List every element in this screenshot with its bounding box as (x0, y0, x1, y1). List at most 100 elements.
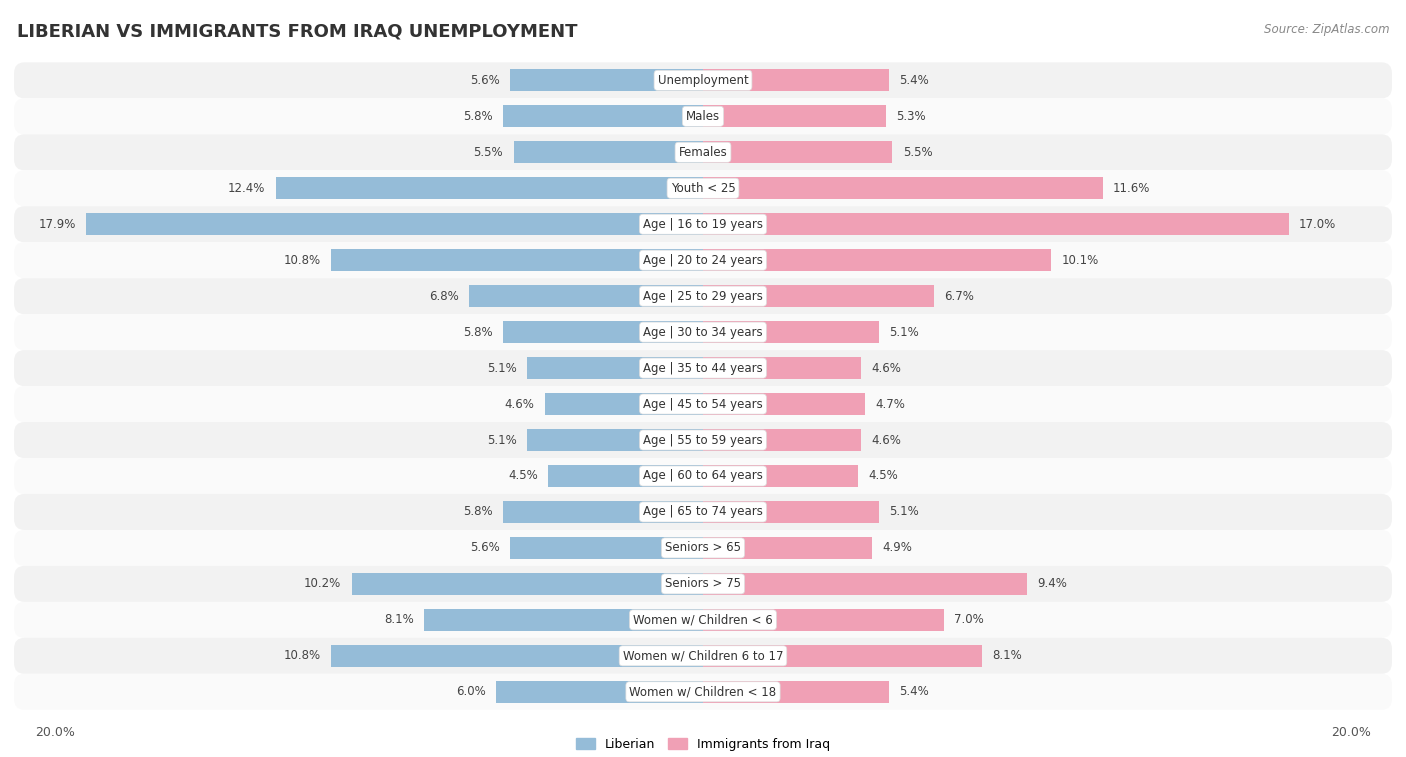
Bar (425, 609, 703, 631)
Text: Seniors > 75: Seniors > 75 (665, 578, 741, 590)
FancyBboxPatch shape (14, 170, 1392, 206)
Bar (527, 429, 703, 451)
Text: 5.1%: 5.1% (889, 326, 918, 338)
Text: Age | 20 to 24 years: Age | 20 to 24 years (643, 254, 763, 266)
FancyBboxPatch shape (14, 350, 1392, 386)
Text: 10.1%: 10.1% (1062, 254, 1098, 266)
Text: Age | 65 to 74 years: Age | 65 to 74 years (643, 506, 763, 519)
Text: Age | 16 to 19 years: Age | 16 to 19 years (643, 218, 763, 231)
Bar (703, 249, 1050, 271)
FancyBboxPatch shape (14, 566, 1392, 602)
Bar (496, 681, 703, 703)
Bar (276, 177, 703, 199)
Bar (703, 537, 872, 559)
FancyBboxPatch shape (14, 98, 1392, 134)
Text: 6.0%: 6.0% (456, 685, 486, 698)
Text: Women w/ Children 6 to 17: Women w/ Children 6 to 17 (623, 650, 783, 662)
Bar (544, 393, 703, 415)
Bar (86, 213, 703, 235)
Bar (330, 249, 703, 271)
Bar (513, 141, 703, 164)
Text: 7.0%: 7.0% (955, 613, 984, 626)
Text: Age | 60 to 64 years: Age | 60 to 64 years (643, 469, 763, 482)
Text: 10.8%: 10.8% (284, 254, 321, 266)
Text: 5.8%: 5.8% (463, 326, 494, 338)
Text: Unemployment: Unemployment (658, 74, 748, 87)
Bar (330, 645, 703, 667)
Text: 10.8%: 10.8% (284, 650, 321, 662)
Text: 20.0%: 20.0% (1331, 726, 1371, 740)
Text: 5.1%: 5.1% (889, 506, 918, 519)
Bar (468, 285, 703, 307)
Text: 5.1%: 5.1% (488, 434, 517, 447)
FancyBboxPatch shape (14, 530, 1392, 566)
Text: 4.5%: 4.5% (869, 469, 898, 482)
FancyBboxPatch shape (14, 62, 1392, 98)
FancyBboxPatch shape (14, 206, 1392, 242)
Bar (352, 573, 703, 595)
Legend: Liberian, Immigrants from Iraq: Liberian, Immigrants from Iraq (576, 738, 830, 751)
Bar (703, 681, 889, 703)
Bar (703, 321, 879, 343)
Bar (503, 501, 703, 523)
Text: 6.8%: 6.8% (429, 290, 458, 303)
Bar (703, 393, 865, 415)
Text: 5.8%: 5.8% (463, 506, 494, 519)
Bar (510, 537, 703, 559)
Bar (548, 465, 703, 488)
Text: 5.4%: 5.4% (900, 74, 929, 87)
Bar (703, 357, 862, 379)
Bar (703, 285, 934, 307)
Bar (703, 501, 879, 523)
Text: 6.7%: 6.7% (945, 290, 974, 303)
Text: LIBERIAN VS IMMIGRANTS FROM IRAQ UNEMPLOYMENT: LIBERIAN VS IMMIGRANTS FROM IRAQ UNEMPLO… (17, 23, 578, 41)
Text: Age | 35 to 44 years: Age | 35 to 44 years (643, 362, 763, 375)
Text: 4.6%: 4.6% (505, 397, 534, 410)
Bar (703, 177, 1102, 199)
Text: 20.0%: 20.0% (35, 726, 75, 740)
Text: 4.7%: 4.7% (875, 397, 905, 410)
Text: Age | 30 to 34 years: Age | 30 to 34 years (643, 326, 763, 338)
FancyBboxPatch shape (14, 602, 1392, 638)
Text: 17.0%: 17.0% (1299, 218, 1336, 231)
Text: 8.1%: 8.1% (993, 650, 1022, 662)
Bar (703, 465, 858, 488)
Text: 17.9%: 17.9% (39, 218, 76, 231)
Bar (703, 69, 889, 92)
Bar (703, 429, 862, 451)
Text: 5.5%: 5.5% (474, 146, 503, 159)
Text: 4.5%: 4.5% (508, 469, 537, 482)
Text: 5.1%: 5.1% (488, 362, 517, 375)
Text: 9.4%: 9.4% (1038, 578, 1067, 590)
Bar (703, 105, 886, 127)
Text: 4.9%: 4.9% (882, 541, 912, 554)
Text: 4.6%: 4.6% (872, 362, 901, 375)
Text: 5.4%: 5.4% (900, 685, 929, 698)
Text: Women w/ Children < 6: Women w/ Children < 6 (633, 613, 773, 626)
Text: Age | 45 to 54 years: Age | 45 to 54 years (643, 397, 763, 410)
FancyBboxPatch shape (14, 242, 1392, 278)
FancyBboxPatch shape (14, 458, 1392, 494)
Text: 8.1%: 8.1% (384, 613, 413, 626)
FancyBboxPatch shape (14, 674, 1392, 710)
FancyBboxPatch shape (14, 314, 1392, 350)
FancyBboxPatch shape (14, 386, 1392, 422)
Bar (527, 357, 703, 379)
Text: 5.6%: 5.6% (470, 541, 499, 554)
Text: Age | 25 to 29 years: Age | 25 to 29 years (643, 290, 763, 303)
Text: 5.5%: 5.5% (903, 146, 932, 159)
Text: 4.6%: 4.6% (872, 434, 901, 447)
FancyBboxPatch shape (14, 494, 1392, 530)
Text: 12.4%: 12.4% (228, 182, 266, 195)
Text: 5.6%: 5.6% (470, 74, 499, 87)
Bar (703, 573, 1026, 595)
FancyBboxPatch shape (14, 422, 1392, 458)
Bar (503, 105, 703, 127)
Text: Females: Females (679, 146, 727, 159)
Bar (703, 213, 1289, 235)
Text: Males: Males (686, 110, 720, 123)
Bar (703, 141, 893, 164)
FancyBboxPatch shape (14, 278, 1392, 314)
Text: Seniors > 65: Seniors > 65 (665, 541, 741, 554)
Bar (703, 645, 981, 667)
